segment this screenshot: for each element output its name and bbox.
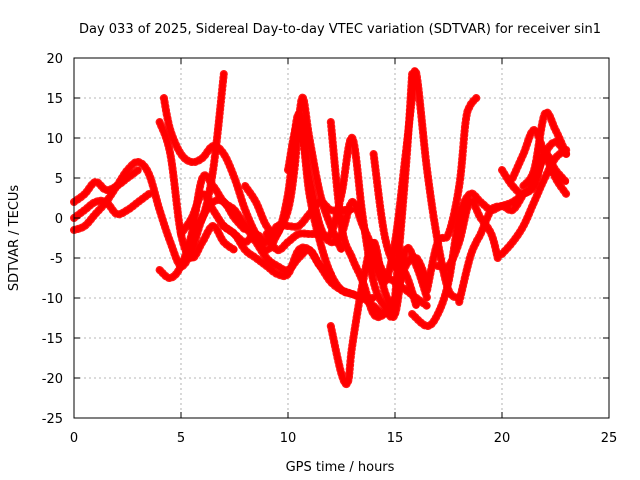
y-tick-label: 10 bbox=[46, 132, 63, 147]
series-markers-sat-i bbox=[219, 198, 357, 247]
series-markers-sat-l bbox=[284, 117, 432, 310]
y-tick-label: -5 bbox=[50, 252, 63, 267]
series-markers-sat-d bbox=[155, 118, 239, 262]
y-tick-label: 0 bbox=[55, 212, 63, 227]
series-markers-sat-m bbox=[326, 118, 432, 322]
x-tick-label: 20 bbox=[494, 431, 511, 446]
y-tick-label: 20 bbox=[46, 52, 63, 67]
series-markers-sat-w bbox=[498, 138, 571, 199]
series-markers-sat-t bbox=[433, 197, 502, 272]
axis-ticks bbox=[73, 57, 610, 419]
x-tick-label: 5 bbox=[177, 431, 185, 446]
x-tick-label: 15 bbox=[387, 431, 404, 446]
series-markers-sat-a bbox=[70, 157, 250, 271]
chart-title: Day 033 of 2025, Sidereal Day-to-day VTE… bbox=[79, 22, 601, 37]
x-axis-label: GPS time / hours bbox=[286, 460, 395, 475]
y-tick-label: 15 bbox=[46, 92, 63, 107]
series-markers-sat-b bbox=[70, 166, 143, 206]
y-tick-label: -25 bbox=[42, 412, 63, 427]
x-tick-label: 0 bbox=[70, 431, 78, 446]
y-tick-label: 5 bbox=[55, 172, 63, 187]
series-group bbox=[70, 66, 571, 389]
y-tick-label: -15 bbox=[42, 332, 63, 347]
series-markers-sat-h bbox=[187, 70, 228, 230]
x-tick-label: 10 bbox=[280, 431, 297, 446]
series-markers-sat-q bbox=[369, 150, 421, 310]
series-markers-sat-s bbox=[423, 94, 481, 294]
y-tick-label: -20 bbox=[42, 372, 63, 387]
grid bbox=[74, 58, 609, 418]
series-markers-sat-y bbox=[519, 108, 571, 190]
plot-frame bbox=[73, 57, 610, 419]
series-markers-sat-c bbox=[70, 190, 153, 222]
y-axis-label: SDTVAR / TECUs bbox=[7, 185, 22, 292]
x-tick-label: 25 bbox=[601, 431, 618, 446]
series-markers-sat-v bbox=[498, 146, 571, 258]
series-markers-sat-n bbox=[326, 237, 399, 389]
tick-labels: 0 5 10 15 20 25 -25 -20 -15 -10 -5 0 5 10 15 20 bbox=[42, 52, 618, 446]
y-tick-label: -10 bbox=[42, 292, 63, 307]
